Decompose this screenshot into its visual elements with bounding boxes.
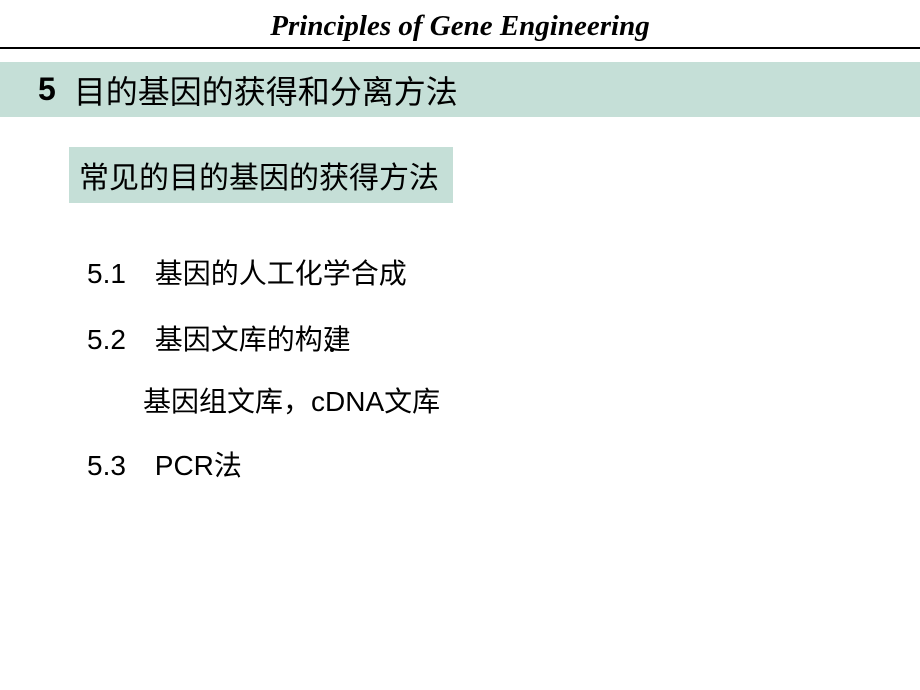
chapter-heading-bar: 5 目的基因的获得和分离方法 bbox=[0, 62, 920, 117]
course-title: Principles of Gene Engineering bbox=[0, 10, 920, 43]
section-subtitle: 常见的目的基因的获得方法 bbox=[69, 147, 453, 203]
list-item: 5.2 基因文库的构建 bbox=[87, 318, 351, 358]
item-number: 5.1 bbox=[87, 258, 147, 290]
header-divider bbox=[0, 47, 920, 49]
item-text: 基因的人工化学合成 bbox=[155, 258, 407, 289]
list-item: 5.1 基因的人工化学合成 bbox=[87, 252, 407, 292]
item-text: 基因文库的构建 bbox=[155, 324, 351, 355]
item-text: PCR法 bbox=[155, 450, 242, 481]
list-subitem: 基因组文库，cDNA文库 bbox=[143, 380, 440, 420]
bullet-dot bbox=[330, 348, 334, 352]
item-number: 5.2 bbox=[87, 324, 147, 356]
chapter-title: 目的基因的获得和分离方法 bbox=[74, 67, 458, 113]
list-item: 5.3 PCR法 bbox=[87, 444, 242, 484]
chapter-number: 5 bbox=[38, 71, 56, 108]
item-number: 5.3 bbox=[87, 450, 147, 482]
